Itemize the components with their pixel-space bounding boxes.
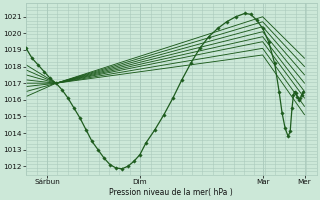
- X-axis label: Pression niveau de la mer( hPa ): Pression niveau de la mer( hPa ): [109, 188, 233, 197]
